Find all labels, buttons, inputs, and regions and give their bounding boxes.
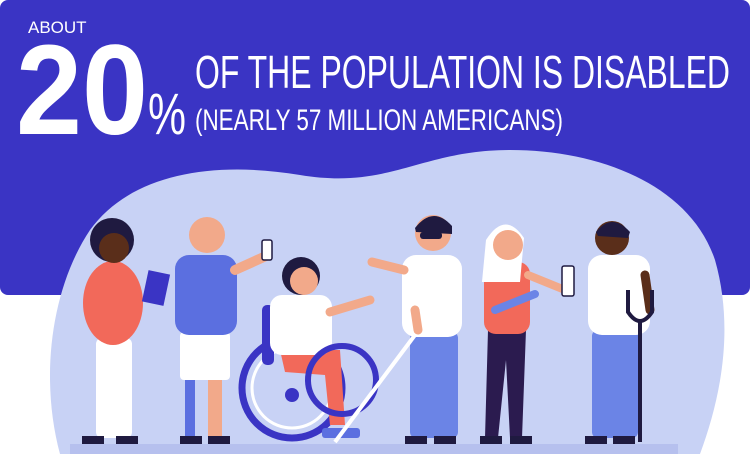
person-wheelchair-part [325, 295, 375, 317]
person-prosthetic-part [208, 378, 222, 438]
person-laptop-part [82, 436, 104, 444]
person-laptop-part [83, 261, 143, 345]
big-number: 20 [16, 19, 148, 162]
ground [70, 444, 678, 454]
person-prosthetic-arm-part [485, 330, 526, 438]
person-cane [333, 215, 462, 444]
person-wheelchair-part [285, 388, 299, 402]
person-prosthetic-arm-part [561, 265, 575, 297]
subline: (NEARLY 57 MILLION AMERICANS) [195, 104, 563, 137]
big-unit: % [148, 82, 186, 147]
person-cane-part [410, 332, 458, 438]
person-wheelchair-part [290, 267, 318, 295]
person-prosthetic-part [230, 251, 271, 275]
person-crutch-part [592, 330, 638, 438]
person-prosthetic-arm [480, 224, 575, 444]
person-laptop-part [96, 338, 132, 438]
person-cane-part [405, 436, 427, 444]
person-prosthetic-arm-part [524, 271, 569, 294]
person-wheelchair-part [280, 350, 345, 425]
person-crutch-part [588, 255, 650, 335]
person-laptop-part [116, 436, 138, 444]
person-laptop-part [99, 233, 129, 263]
person-crutch-part [640, 270, 655, 315]
person-prosthetic-arm-part [510, 436, 532, 444]
person-cane-part [410, 305, 423, 335]
person-prosthetic-part [180, 436, 202, 444]
person-prosthetic-arm-part [480, 436, 502, 444]
person-laptop [82, 218, 171, 444]
person-cane-part [420, 232, 442, 239]
person-crutch-part [585, 436, 607, 444]
person-prosthetic-part [180, 332, 230, 380]
person-wheelchair [238, 257, 379, 442]
person-cane-part [402, 255, 462, 337]
person-wheelchair-part [305, 343, 379, 417]
person-cane-part [333, 333, 417, 444]
person-cane-part [434, 436, 456, 444]
person-crutch [585, 221, 655, 444]
person-prosthetic-arm-part [491, 290, 539, 314]
person-cane-part [415, 215, 452, 234]
person-prosthetic [175, 217, 273, 444]
person-prosthetic-part [261, 239, 273, 261]
person-prosthetic-arm-part [493, 230, 523, 260]
person-prosthetic-part [189, 217, 225, 253]
person-laptop-part [141, 270, 171, 306]
person-crutch-part [596, 222, 630, 238]
person-cane-part [367, 257, 409, 275]
person-prosthetic-part [175, 255, 237, 335]
prefix-text: ABOUT [28, 18, 87, 37]
person-wheelchair-part [270, 295, 332, 355]
person-prosthetic-part [208, 436, 230, 444]
person-prosthetic-part [185, 378, 195, 438]
person-crutch-part [613, 436, 635, 444]
headline: OF THE POPULATION IS DISABLED [195, 46, 730, 98]
